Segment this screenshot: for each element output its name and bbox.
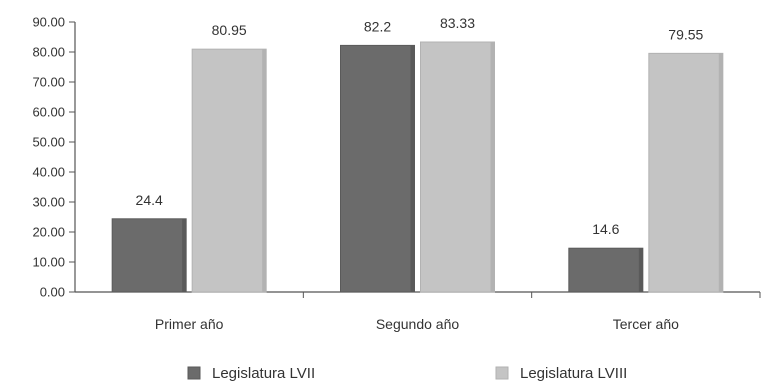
y-tick-label: 0.00 — [40, 285, 65, 300]
bar-shade — [262, 49, 267, 293]
x-tick-label: Tercer año — [613, 316, 679, 332]
y-tick-label: 50.00 — [32, 135, 65, 150]
data-label: 24.4 — [136, 192, 163, 208]
data-label: 14.6 — [592, 221, 619, 237]
bar — [420, 41, 495, 293]
x-tick-label: Primer año — [155, 316, 224, 332]
bar — [191, 48, 267, 293]
y-tick-label: 80.00 — [32, 45, 65, 60]
data-label: 79.55 — [668, 26, 703, 42]
legend-swatch — [187, 366, 201, 380]
legend-label: Legislatura LVIII — [520, 365, 627, 382]
y-tick-label: 10.00 — [32, 255, 65, 270]
chart-axes: 0.00 10.00 20.00 30.00 40.00 50.00 60.00 70.00 8… — [32, 15, 761, 300]
bar-shade — [182, 218, 187, 292]
y-tick-label: 20.00 — [32, 225, 65, 240]
y-tick-label: 70.00 — [32, 75, 65, 90]
data-label: 83.33 — [440, 15, 475, 31]
bar-shade — [718, 53, 723, 292]
chart-legend: Legislatura LVII Legislatura LVIII — [187, 365, 627, 382]
chart-labels: 24.4 80.95 Primer año 82.2 83.33 Segundo año 1… — [136, 15, 704, 332]
y-tick-label: 90.00 — [32, 15, 65, 30]
bar-shade — [410, 45, 415, 293]
bar-shade — [490, 42, 495, 293]
y-tick-label: 60.00 — [32, 105, 65, 120]
bar — [568, 247, 644, 293]
data-label: 82.2 — [364, 18, 391, 34]
y-tick-label: 40.00 — [32, 165, 65, 180]
y-tick-label: 30.00 — [32, 195, 65, 210]
data-label: 80.95 — [212, 22, 247, 38]
chart-bars — [111, 41, 724, 293]
legend-label: Legislatura LVII — [212, 365, 315, 382]
bar — [340, 44, 415, 293]
x-tick-label: Segundo año — [376, 316, 460, 332]
bar — [648, 52, 724, 293]
bar-shade — [638, 248, 643, 292]
legend-swatch — [495, 366, 509, 380]
bar — [111, 218, 187, 293]
